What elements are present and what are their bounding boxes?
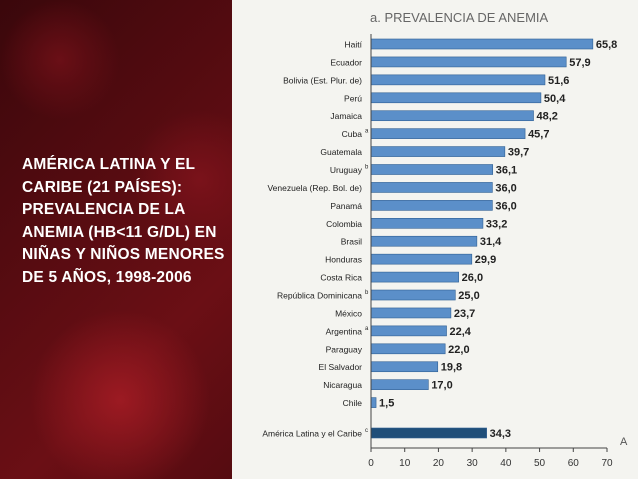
bar	[370, 38, 594, 50]
value-label: 36,0	[495, 200, 516, 212]
value-label: 25,0	[458, 290, 479, 302]
value-label: 48,2	[537, 111, 558, 123]
bar	[370, 200, 493, 211]
value-label: 17,0	[431, 380, 452, 392]
value-label: 34,3	[490, 428, 511, 440]
x-tick-label: 60	[568, 458, 580, 469]
bar	[370, 361, 439, 373]
bar	[370, 325, 447, 337]
category-label: República Dominicana	[277, 291, 362, 301]
bar	[370, 92, 542, 104]
value-label: 19,8	[441, 362, 462, 374]
value-label: 39,7	[508, 147, 529, 159]
value-label: 36,0	[495, 182, 516, 194]
chart-title: a. PREVALENCIA DE ANEMIA	[370, 10, 549, 25]
category-label: América Latina y el Caribe	[262, 429, 362, 439]
bar	[370, 343, 446, 355]
value-label: 57,9	[569, 57, 590, 69]
x-tick-label: 10	[399, 458, 411, 469]
category-label: Ecuador	[330, 57, 362, 67]
category-label: Venezuela (Rep. Bol. de)	[267, 183, 362, 193]
value-label: 36,1	[496, 165, 517, 177]
bar	[370, 289, 456, 301]
category-label: Cuba	[342, 129, 363, 139]
category-label: Haití	[345, 40, 363, 50]
category-superscript: a	[365, 129, 369, 135]
bar	[370, 56, 567, 68]
value-label: 65,8	[596, 39, 617, 51]
bar	[370, 271, 459, 283]
value-label: 22,4	[450, 326, 472, 338]
bar	[370, 427, 487, 439]
category-label: Perú	[344, 93, 362, 103]
x-tick-label: 20	[433, 458, 445, 469]
value-label: 26,0	[462, 272, 483, 284]
value-label: 45,7	[528, 129, 549, 141]
category-label: México	[335, 308, 362, 318]
category-superscript: a	[365, 326, 369, 332]
category-label: Jamaica	[330, 111, 362, 121]
value-label: 31,4	[480, 236, 502, 248]
x-tick-label: 50	[534, 458, 546, 469]
value-label: 29,9	[475, 254, 496, 266]
category-label: Guatemala	[320, 147, 362, 157]
category-label: Chile	[343, 398, 363, 408]
category-label: Honduras	[325, 255, 362, 265]
category-label: Uruguay	[330, 165, 363, 175]
bar	[370, 218, 484, 229]
value-label: 50,4	[544, 93, 566, 105]
x-tick-label: 0	[368, 458, 374, 469]
category-label: El Salvador	[319, 362, 363, 372]
category-label: Costa Rica	[320, 273, 362, 283]
category-superscript: b	[365, 165, 369, 171]
bar	[370, 128, 526, 139]
value-label: 51,6	[548, 75, 569, 87]
x-tick-label: 40	[500, 458, 512, 469]
category-label: Bolivia (Est. Plur. de)	[283, 75, 362, 85]
bar	[370, 379, 429, 390]
category-superscript: b	[365, 290, 369, 296]
bar	[370, 74, 546, 86]
x-tick-label: 30	[467, 458, 479, 469]
bar	[370, 146, 506, 157]
category-superscript: c	[365, 428, 368, 434]
category-label: Paraguay	[326, 344, 363, 354]
bar	[370, 182, 493, 193]
value-label: 33,2	[486, 218, 507, 230]
corner-mark: A	[620, 436, 628, 448]
slide-title: AMÉRICA LATINA Y EL CARIBE (21 PAÍSES): …	[22, 156, 225, 286]
category-label: Argentina	[326, 326, 363, 336]
bar	[370, 235, 478, 247]
bar	[370, 110, 534, 122]
category-label: Nicaragua	[323, 380, 362, 390]
bar	[370, 307, 452, 319]
bar	[370, 253, 473, 265]
bar	[370, 397, 377, 408]
bar	[370, 164, 494, 175]
value-label: 23,7	[454, 308, 475, 320]
category-label: Brasil	[341, 237, 362, 247]
value-label: 22,0	[448, 344, 469, 356]
value-label: 1,5	[379, 398, 394, 410]
category-label: Panamá	[330, 201, 362, 211]
x-tick-label: 70	[601, 458, 613, 469]
category-label: Colombia	[326, 219, 362, 229]
